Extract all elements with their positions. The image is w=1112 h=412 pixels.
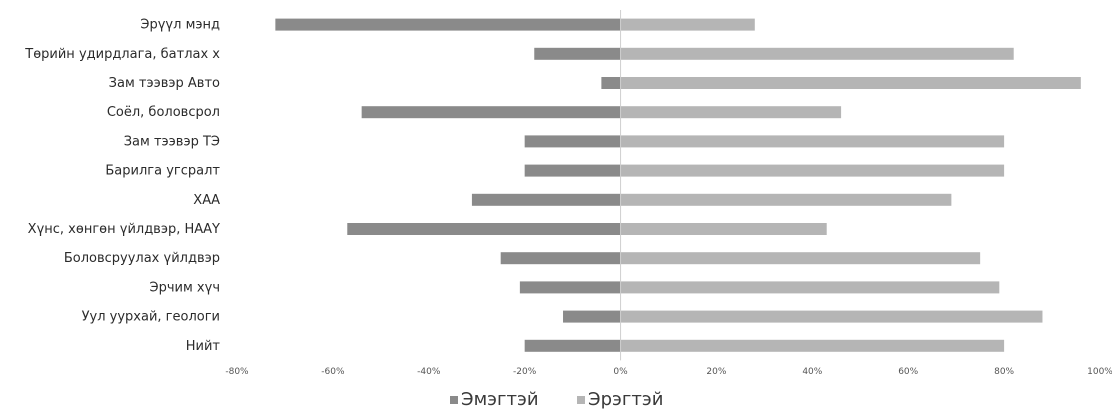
legend-label-female: Эмэгтэй — [461, 389, 539, 410]
category-label: Эрчим хүч — [150, 280, 220, 295]
bar-male — [620, 47, 1014, 60]
x-tick-label: -20% — [513, 367, 537, 377]
bar-female — [524, 135, 621, 148]
category-label: Боловсруулах үйлдвэр — [64, 251, 220, 266]
x-tick-label: -80% — [225, 367, 249, 377]
category-label: Нийт — [186, 339, 221, 354]
bar-male — [620, 339, 1005, 352]
x-tick-label: -40% — [417, 367, 441, 377]
category-label: Уул уурхай, геологи — [82, 310, 220, 325]
x-tick-label: -60% — [321, 367, 345, 377]
x-tick-label: 20% — [706, 367, 726, 377]
bar-male — [620, 310, 1043, 323]
bar-male — [620, 281, 1000, 294]
bar-female — [275, 18, 621, 31]
bar-female — [519, 281, 621, 294]
bar-female — [524, 164, 621, 177]
legend-swatch-male — [577, 396, 585, 404]
bar-male — [620, 164, 1005, 177]
x-tick-label: 100% — [1087, 367, 1112, 377]
bar-female — [500, 252, 621, 265]
legend-swatch-female — [450, 396, 458, 404]
bar-male — [620, 18, 755, 31]
bar-female — [601, 77, 621, 89]
bar-male — [620, 193, 952, 206]
category-label: Соёл, боловсрол — [107, 105, 220, 120]
category-label: Хүнс, хөнгөн үйлдвэр, НААҮ — [28, 222, 220, 237]
bar-male — [620, 135, 1005, 148]
legend: Эмэгтэй Эрэгтэй — [450, 389, 663, 410]
category-label: Зам тээвэр ТЭ — [124, 134, 220, 149]
bar-male — [620, 223, 827, 235]
category-label: Эрүүл мэнд — [140, 18, 220, 33]
bar-female — [563, 310, 621, 323]
bar-female — [347, 223, 621, 235]
bar-male — [620, 106, 842, 119]
category-label: Төрийн удирдлага, батлах х — [24, 47, 220, 62]
x-tick-label: 80% — [994, 367, 1014, 377]
x-axis-ticks: -80% -60% -40% -20% 0% 20% 40% 60% 80% 100% — [225, 367, 1112, 377]
bar-female — [524, 339, 621, 352]
bar-female — [361, 106, 621, 119]
bar-female — [534, 47, 621, 60]
bar-male — [620, 252, 981, 265]
bar-female — [471, 193, 621, 206]
bars — [275, 18, 1081, 352]
category-label: ХАА — [193, 193, 220, 208]
category-label: Зам тээвэр Авто — [109, 76, 220, 91]
x-tick-label: 0% — [613, 367, 628, 377]
legend-label-male: Эрэгтэй — [588, 389, 663, 410]
x-tick-label: 40% — [802, 367, 822, 377]
category-labels: Эрүүл мэнд Төрийн удирдлага, батлах х Зам … — [24, 18, 220, 354]
x-tick-label: 60% — [898, 367, 918, 377]
category-label: Барилга угсралт — [105, 164, 220, 179]
bar-male — [620, 77, 1081, 89]
